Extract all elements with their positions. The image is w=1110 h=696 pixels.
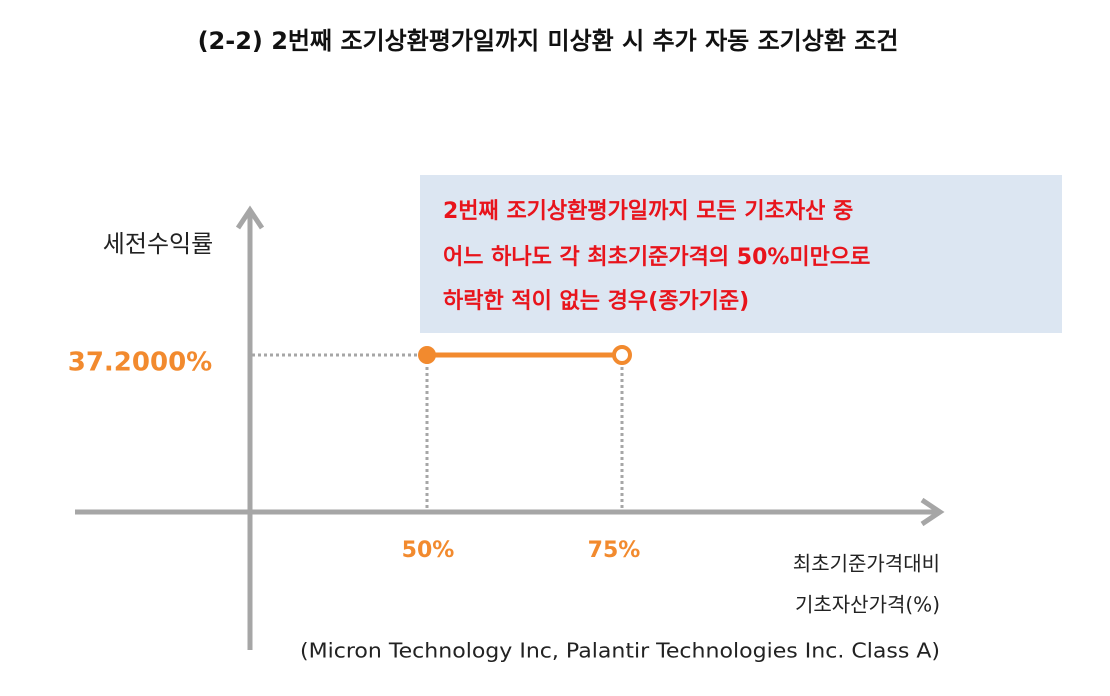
callout-line: 하락한 적이 없는 경우(종가기준)	[443, 289, 749, 314]
x-axis-arrow	[920, 497, 945, 527]
x-tick-label: 75%	[588, 538, 641, 563]
closed-point	[418, 346, 436, 364]
callout-box	[420, 175, 1062, 333]
y-axis-label: 세전수익률	[103, 230, 213, 258]
y-axis-arrow	[235, 205, 265, 230]
x-axis-label: 최초기준가격대비	[793, 552, 940, 576]
title: (2-2) 2번째 조기상환평가일까지 미상환 시 추가 자동 조기상환 조건	[198, 27, 899, 55]
level-label: 37.2000%	[68, 348, 212, 378]
x-axis-label: (Micron Technology Inc, Palantir Technol…	[300, 639, 940, 663]
open-point	[612, 345, 632, 365]
callout-line: 어느 하나도 각 최초기준가격의 50%미만으로	[443, 245, 870, 270]
callout-line: 2번째 조기상환평가일까지 모든 기초자산 중	[443, 199, 853, 224]
x-tick-label: 50%	[402, 538, 455, 563]
x-axis-label: 기초자산가격(%)	[795, 593, 940, 617]
